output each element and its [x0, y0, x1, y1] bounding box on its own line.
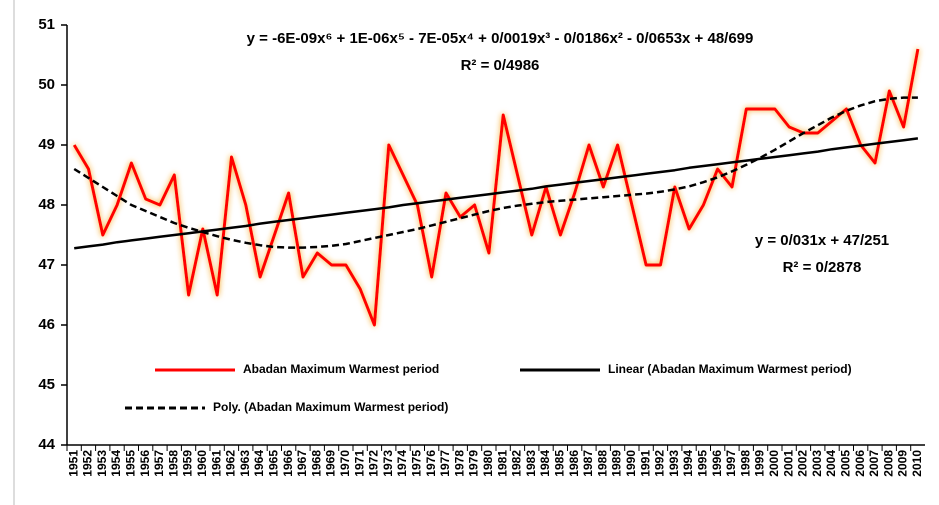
x-tick-label: 1977 — [438, 450, 452, 477]
x-tick-label: 1957 — [152, 450, 166, 477]
x-tick-label: 1993 — [667, 450, 681, 477]
x-tick-label: 2004 — [824, 450, 838, 477]
x-tick-label: 1995 — [696, 450, 710, 477]
y-tick-label: 46 — [38, 316, 55, 333]
x-tick-label: 1990 — [624, 450, 638, 477]
x-tick-label: 1999 — [753, 450, 767, 477]
x-tick-label: 1972 — [367, 450, 381, 477]
x-tick-label: 1994 — [681, 450, 695, 477]
x-tick-label: 1986 — [567, 450, 581, 477]
x-tick-label: 1958 — [166, 450, 180, 477]
x-tick-label: 1998 — [738, 450, 752, 477]
y-tick-label: 44 — [38, 436, 55, 453]
x-tick-label: 1992 — [653, 450, 667, 477]
x-tick-label: 1984 — [538, 450, 552, 477]
x-tick-label: 1991 — [638, 450, 652, 477]
y-tick-label: 49 — [38, 136, 55, 153]
x-tick-label: 1954 — [109, 450, 123, 477]
x-tick-label: 1971 — [352, 450, 366, 477]
poly-equation: y = -6E-09x⁶ + 1E-06x⁵ - 7E-05x⁴ + 0/001… — [247, 30, 754, 47]
x-tick-label: 1966 — [281, 450, 295, 477]
x-tick-label: 2008 — [881, 450, 895, 477]
x-tick-label: 1951 — [66, 450, 80, 477]
x-tick-label: 1963 — [238, 450, 252, 477]
y-tick-label: 48 — [38, 196, 55, 213]
x-tick-label: 1965 — [267, 450, 281, 477]
legend-label: Linear (Abadan Maximum Warmest period) — [608, 362, 852, 376]
x-tick-label: 2000 — [767, 450, 781, 477]
x-tick-label: 2006 — [853, 450, 867, 477]
x-tick-label: 2002 — [796, 450, 810, 477]
y-tick-label: 51 — [38, 16, 55, 33]
x-tick-label: 1961 — [209, 450, 223, 477]
linear-r2: R² = 0/2878 — [783, 259, 862, 276]
x-tick-label: 1996 — [710, 450, 724, 477]
x-tick-label: 1988 — [595, 450, 609, 477]
y-tick-label: 47 — [38, 256, 55, 273]
x-tick-label: 1997 — [724, 450, 738, 477]
x-tick-label: 1964 — [252, 450, 266, 477]
x-tick-label: 1976 — [424, 450, 438, 477]
x-tick-label: 1969 — [324, 450, 338, 477]
series-line — [72, 48, 920, 327]
x-tick-label: 2003 — [810, 450, 824, 477]
x-tick-label: 2009 — [896, 450, 910, 477]
linear-equation: y = 0/031x + 47/251 — [755, 232, 889, 249]
series-line — [73, 96, 918, 249]
x-tick-label: 1955 — [124, 450, 138, 477]
x-tick-label: 1989 — [610, 450, 624, 477]
x-tick-label: 1952 — [81, 450, 95, 477]
legend-label: Abadan Maximum Warmest period — [243, 362, 439, 376]
x-tick-label: 1983 — [524, 450, 538, 477]
x-tick-label: 1960 — [195, 450, 209, 477]
legend-label: Poly. (Abadan Maximum Warmest period) — [213, 400, 448, 414]
y-tick-label: 45 — [38, 376, 55, 393]
x-tick-label: 1982 — [510, 450, 524, 477]
x-tick-label: 1985 — [553, 450, 567, 477]
poly-r2: R² = 0/4986 — [461, 57, 540, 74]
x-tick-label: 1953 — [95, 450, 109, 477]
x-tick-label: 1980 — [481, 450, 495, 477]
x-tick-label: 1968 — [309, 450, 323, 477]
x-tick-label: 1979 — [467, 450, 481, 477]
x-tick-label: 2010 — [910, 450, 924, 477]
x-tick-label: 1974 — [395, 450, 409, 477]
x-tick-label: 1978 — [452, 450, 466, 477]
x-tick-label: 1987 — [581, 450, 595, 477]
x-tick-label: 1962 — [224, 450, 238, 477]
series-line — [74, 137, 919, 250]
x-tick-label: 1967 — [295, 450, 309, 477]
y-tick-label: 50 — [38, 76, 55, 93]
x-tick-label: 2007 — [867, 450, 881, 477]
x-tick-label: 1975 — [410, 450, 424, 477]
x-tick-label: 1956 — [138, 450, 152, 477]
x-tick-label: 1970 — [338, 450, 352, 477]
x-tick-label: 1959 — [181, 450, 195, 477]
x-tick-label: 2005 — [839, 450, 853, 477]
x-tick-label: 1981 — [495, 450, 509, 477]
x-tick-label: 1973 — [381, 450, 395, 477]
x-tick-label: 2001 — [781, 450, 795, 477]
